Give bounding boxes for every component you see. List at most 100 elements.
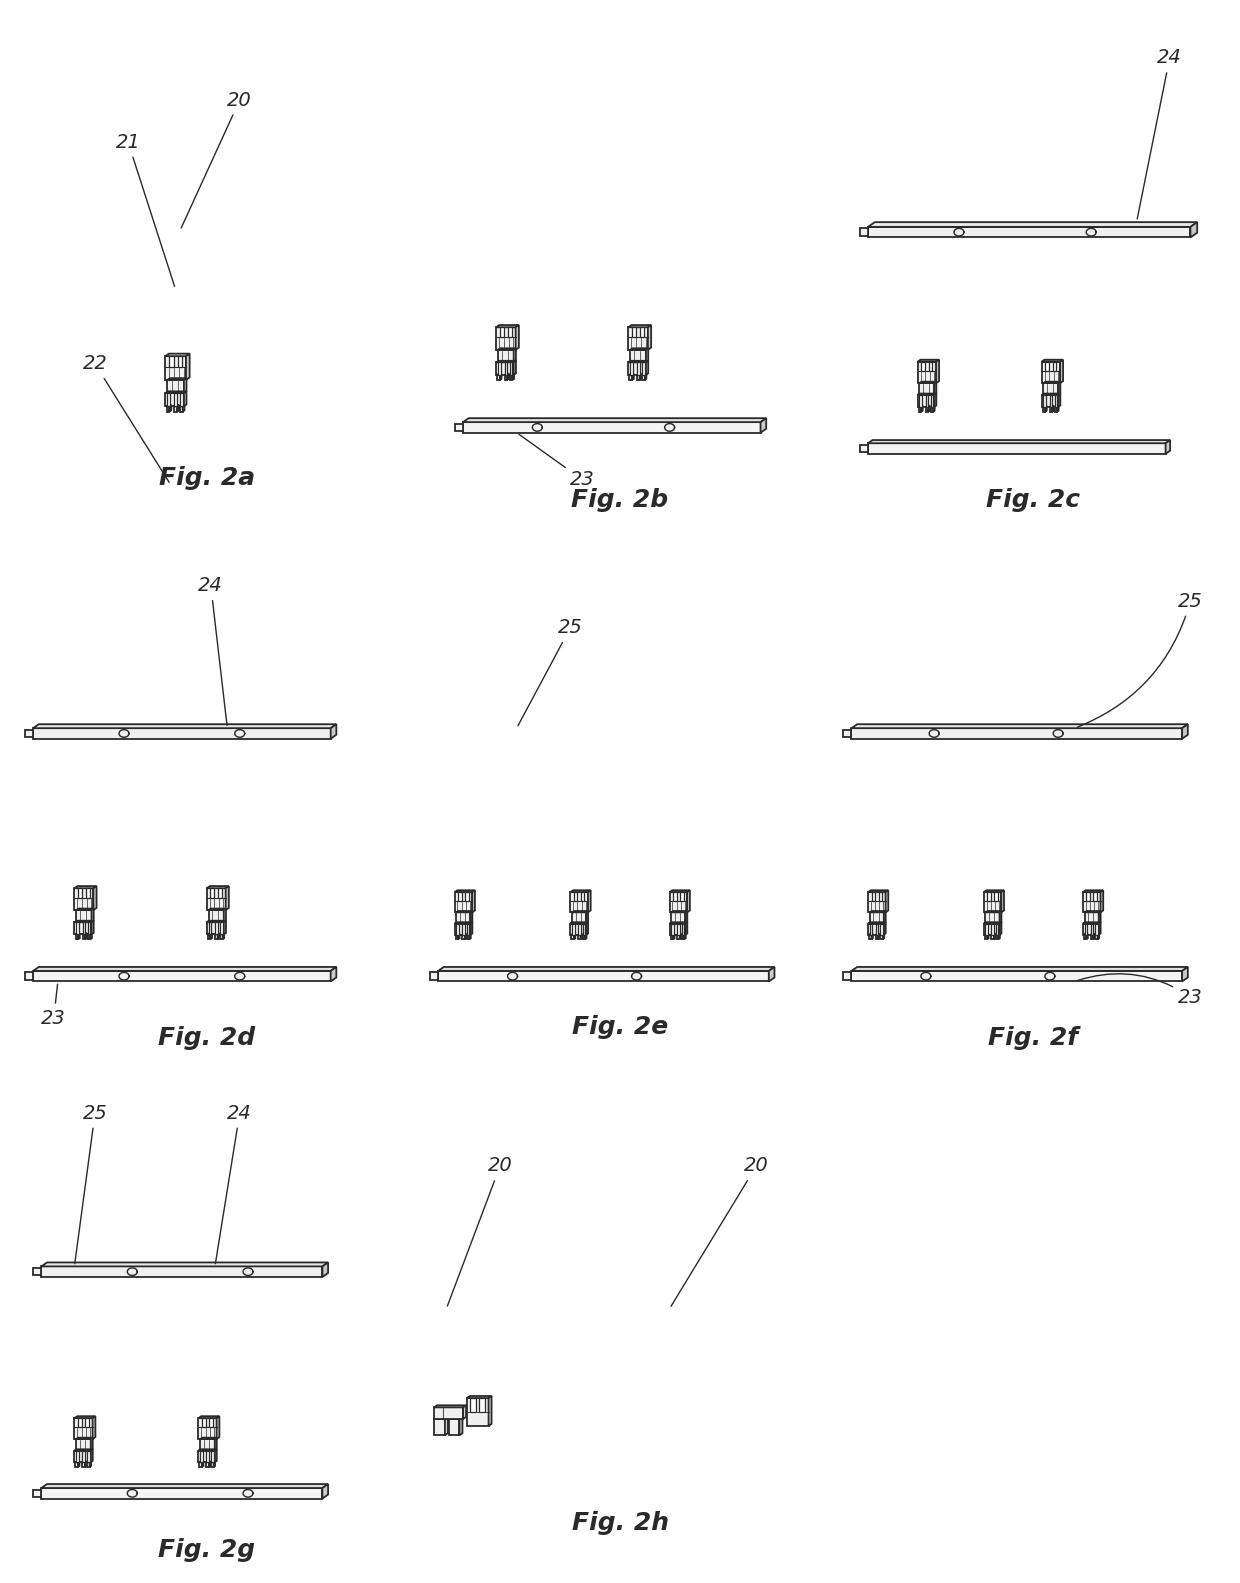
Polygon shape: [218, 934, 219, 939]
Polygon shape: [210, 1461, 211, 1467]
Polygon shape: [331, 723, 336, 739]
Polygon shape: [41, 1488, 322, 1499]
Polygon shape: [1050, 396, 1053, 407]
Polygon shape: [926, 407, 929, 412]
Polygon shape: [1190, 222, 1198, 237]
Polygon shape: [505, 363, 507, 375]
Polygon shape: [929, 361, 932, 370]
Polygon shape: [91, 1450, 93, 1463]
Polygon shape: [588, 890, 590, 912]
Polygon shape: [869, 923, 872, 934]
Polygon shape: [497, 375, 500, 380]
Polygon shape: [570, 890, 590, 893]
Polygon shape: [646, 361, 649, 375]
Polygon shape: [496, 328, 516, 350]
Polygon shape: [210, 1418, 213, 1428]
Polygon shape: [78, 934, 79, 939]
Polygon shape: [883, 934, 884, 939]
Polygon shape: [682, 923, 684, 934]
Polygon shape: [884, 923, 885, 934]
Polygon shape: [198, 1417, 219, 1418]
Polygon shape: [177, 356, 182, 367]
Text: Fig. 2c: Fig. 2c: [986, 488, 1080, 511]
Polygon shape: [880, 934, 883, 939]
Polygon shape: [33, 1268, 41, 1276]
Polygon shape: [872, 934, 873, 939]
Polygon shape: [930, 396, 934, 407]
Polygon shape: [455, 424, 463, 431]
Polygon shape: [41, 1266, 322, 1277]
Polygon shape: [76, 1450, 79, 1463]
Polygon shape: [642, 375, 645, 380]
Polygon shape: [769, 967, 775, 981]
Polygon shape: [1084, 934, 1086, 939]
Polygon shape: [919, 396, 923, 407]
Polygon shape: [460, 1417, 463, 1436]
Text: Fig. 2a: Fig. 2a: [159, 467, 254, 491]
Polygon shape: [92, 921, 94, 934]
Polygon shape: [640, 328, 644, 337]
Polygon shape: [687, 890, 689, 912]
Polygon shape: [93, 1417, 95, 1439]
Polygon shape: [496, 363, 513, 375]
Polygon shape: [167, 378, 186, 380]
Polygon shape: [1042, 361, 1060, 383]
Polygon shape: [1060, 359, 1063, 383]
Polygon shape: [217, 1417, 219, 1439]
Polygon shape: [208, 923, 211, 934]
Polygon shape: [1099, 912, 1101, 923]
Polygon shape: [1045, 405, 1047, 412]
Polygon shape: [983, 890, 1004, 893]
Polygon shape: [1182, 967, 1188, 981]
Polygon shape: [500, 328, 503, 337]
Polygon shape: [996, 934, 998, 939]
Polygon shape: [998, 934, 999, 939]
Polygon shape: [1058, 382, 1060, 396]
Polygon shape: [226, 886, 229, 910]
Polygon shape: [463, 923, 465, 934]
Polygon shape: [1095, 923, 1097, 934]
Polygon shape: [177, 405, 179, 412]
Polygon shape: [671, 923, 673, 934]
Polygon shape: [1053, 405, 1054, 412]
Polygon shape: [496, 325, 518, 328]
Polygon shape: [686, 923, 687, 934]
Polygon shape: [510, 375, 512, 380]
Polygon shape: [438, 970, 769, 981]
Polygon shape: [868, 222, 1198, 226]
Polygon shape: [1083, 893, 1101, 912]
Polygon shape: [843, 730, 852, 738]
Polygon shape: [630, 375, 632, 380]
Polygon shape: [33, 723, 336, 728]
Polygon shape: [202, 1461, 203, 1467]
Polygon shape: [930, 407, 934, 412]
Polygon shape: [1101, 890, 1104, 912]
Polygon shape: [1054, 396, 1058, 407]
Polygon shape: [670, 923, 686, 934]
Polygon shape: [512, 374, 515, 380]
Polygon shape: [1091, 923, 1094, 934]
Text: Fig. 2f: Fig. 2f: [988, 1026, 1079, 1050]
Polygon shape: [680, 893, 683, 901]
Polygon shape: [1042, 359, 1063, 361]
Polygon shape: [630, 363, 632, 375]
Polygon shape: [467, 923, 470, 934]
Text: 25: 25: [518, 619, 583, 725]
Text: 23: 23: [41, 985, 66, 1027]
Polygon shape: [572, 912, 587, 923]
Polygon shape: [1083, 923, 1099, 934]
Polygon shape: [166, 407, 170, 412]
Polygon shape: [918, 361, 936, 383]
Polygon shape: [985, 934, 987, 939]
Polygon shape: [1058, 405, 1059, 412]
Polygon shape: [472, 890, 475, 912]
Polygon shape: [86, 888, 89, 898]
Polygon shape: [82, 1463, 86, 1467]
Polygon shape: [642, 363, 645, 375]
Polygon shape: [200, 1439, 215, 1450]
Polygon shape: [1085, 912, 1099, 923]
Polygon shape: [175, 393, 177, 407]
Polygon shape: [632, 328, 636, 337]
Polygon shape: [463, 1406, 466, 1418]
Polygon shape: [180, 393, 182, 407]
